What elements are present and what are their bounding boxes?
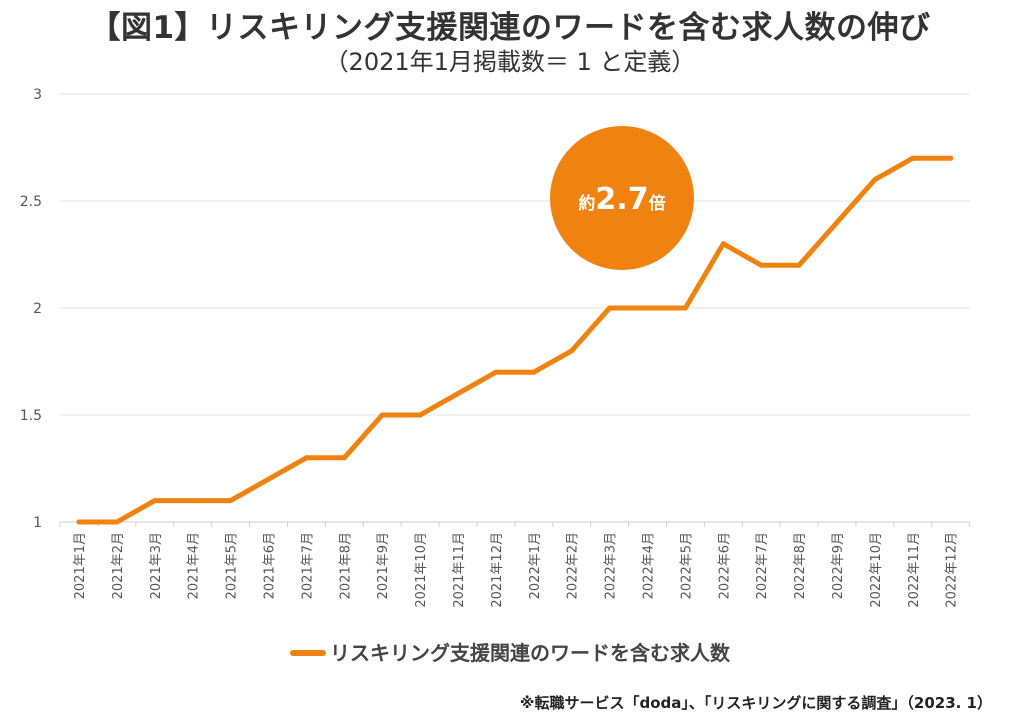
x-tick-label: 2022年3月: [604, 532, 619, 599]
data-point: [910, 155, 916, 161]
legend-label: リスキリング支援関連のワードを含む求人数: [330, 641, 730, 665]
badge-circle: [550, 126, 694, 270]
chart-title: 【図1】リスキリング支援関連のワードを含む求人数の伸び: [89, 10, 931, 46]
source-note: ※転職サービス「doda」、「リスキリングに関する調査」（2023. 1）: [519, 694, 992, 712]
x-tick-label: 2021年10月: [414, 532, 429, 608]
data-point: [872, 177, 878, 183]
badge-value: 2.7: [595, 182, 648, 217]
x-tick-label: 2021年11月: [452, 532, 467, 608]
data-point: [76, 519, 82, 525]
badge: 約2.7倍: [550, 126, 694, 270]
data-point: [948, 155, 954, 161]
x-tick-label: 2022年10月: [869, 532, 884, 608]
y-tick-label: 3: [33, 87, 42, 103]
data-point: [190, 498, 196, 504]
x-tick-label: 2022年12月: [945, 532, 960, 608]
series-line: [76, 155, 954, 525]
x-tick-label: 2022年4月: [642, 532, 657, 599]
data-point: [834, 219, 840, 225]
x-tick-label: 2021年6月: [263, 532, 278, 599]
data-point: [114, 519, 120, 525]
x-tick-label: 2022年2月: [566, 532, 581, 599]
x-tick-label: 2022年5月: [679, 532, 694, 599]
x-tick-label: 2021年2月: [111, 532, 126, 599]
y-tick-label: 2.5: [20, 194, 42, 210]
data-point: [228, 498, 234, 504]
x-tick-label: 2022年11月: [907, 532, 922, 608]
data-point: [569, 348, 575, 354]
x-tick-label: 2021年3月: [149, 532, 164, 599]
data-point: [682, 305, 688, 311]
y-tick-label: 2: [33, 301, 42, 317]
x-axis-ticks: 2021年1月 2021年2月 2021年3月 2021年4月 2021年5月 2021年…: [59, 522, 971, 608]
x-tick-label: 2022年1月: [528, 532, 543, 599]
data-point: [455, 391, 461, 397]
y-tick-label: 1: [33, 515, 42, 531]
x-tick-label: 2021年9月: [376, 532, 391, 599]
data-point: [417, 412, 423, 418]
data-point: [341, 455, 347, 461]
x-tick-label: 2021年5月: [225, 532, 240, 599]
data-point: [379, 412, 385, 418]
data-point: [531, 369, 537, 375]
data-point: [493, 369, 499, 375]
legend-swatch: [290, 649, 326, 656]
data-point: [645, 305, 650, 311]
data-point: [152, 498, 158, 504]
data-point: [796, 262, 802, 268]
data-point: [607, 305, 613, 311]
data-point: [266, 476, 271, 482]
data-point: [720, 241, 726, 247]
legend: リスキリング支援関連のワードを含む求人数: [0, 637, 1020, 666]
x-tick-label: 2022年6月: [717, 532, 732, 599]
badge-prefix: 約: [578, 193, 595, 214]
gridlines: [60, 93, 970, 523]
x-tick-label: 2021年1月: [73, 532, 88, 599]
badge-suffix: 倍: [649, 193, 666, 214]
y-tick-label: 1.5: [20, 408, 42, 424]
x-tick-label: 2022年9月: [831, 532, 846, 599]
x-tick-label: 2021年7月: [300, 532, 315, 599]
chart-subtitle: （2021年1月掲載数＝ 1 と定義）: [324, 48, 696, 76]
badge-text: 約2.7倍: [578, 182, 665, 217]
x-tick-label: 2022年8月: [793, 532, 808, 599]
x-tick-label: 2021年12月: [490, 532, 505, 608]
y-axis-ticks: 1 1.5 2 2.5 3: [20, 87, 42, 531]
x-tick-label: 2021年8月: [338, 532, 353, 599]
data-point: [758, 262, 764, 268]
series-line-layer: [76, 155, 954, 525]
x-tick-label: 2022年7月: [755, 532, 770, 599]
x-tick-label: 2021年4月: [187, 532, 202, 599]
data-point: [303, 455, 309, 461]
